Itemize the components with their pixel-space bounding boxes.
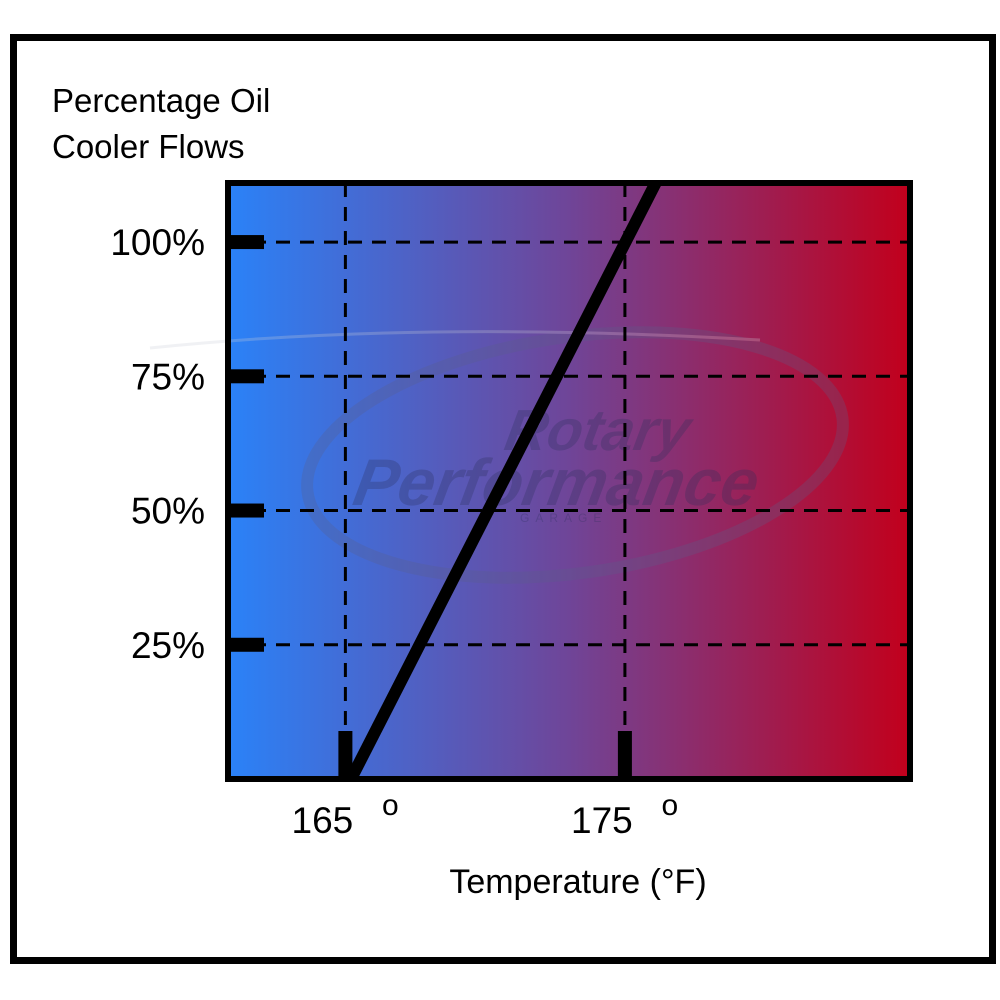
x-axis-title: Temperature (°F) bbox=[449, 863, 706, 901]
y-tick-mark bbox=[228, 503, 264, 518]
x-tick-label: 175 bbox=[571, 800, 633, 841]
y-tick-label: 50% bbox=[131, 491, 205, 532]
y-tick-label: 75% bbox=[131, 356, 205, 397]
x-axis-labels: 165 o 175 o bbox=[292, 789, 679, 841]
x-tick-mark bbox=[617, 731, 632, 779]
x-tick-mark bbox=[338, 731, 353, 779]
plot-area bbox=[228, 183, 910, 779]
x-tick-degree-symbol: o bbox=[662, 789, 679, 822]
y-axis-labels: 25% 50% 75% 100% bbox=[110, 222, 205, 666]
y-tick-mark bbox=[228, 369, 264, 384]
series-line bbox=[345, 180, 661, 782]
watermark-text-performance: Performance bbox=[348, 446, 764, 519]
x-tick-label: 165 bbox=[292, 800, 354, 841]
y-tick-mark bbox=[228, 235, 264, 250]
chart-title-line-1: Percentage Oil bbox=[52, 82, 270, 119]
y-tick-label: 25% bbox=[131, 625, 205, 666]
chart-title-line-2: Cooler Flows bbox=[52, 128, 245, 165]
y-tick-label: 100% bbox=[110, 222, 205, 263]
x-tick-degree-symbol: o bbox=[382, 789, 399, 822]
watermark-text-garage: GARAGE bbox=[520, 511, 607, 525]
grid-lines bbox=[228, 183, 910, 779]
series-layer bbox=[345, 180, 661, 782]
axis-tick-marks bbox=[228, 235, 632, 779]
y-tick-mark bbox=[228, 637, 264, 652]
plot-border bbox=[225, 180, 913, 782]
x-axis-title-text: Temperature (°F) bbox=[449, 863, 706, 901]
